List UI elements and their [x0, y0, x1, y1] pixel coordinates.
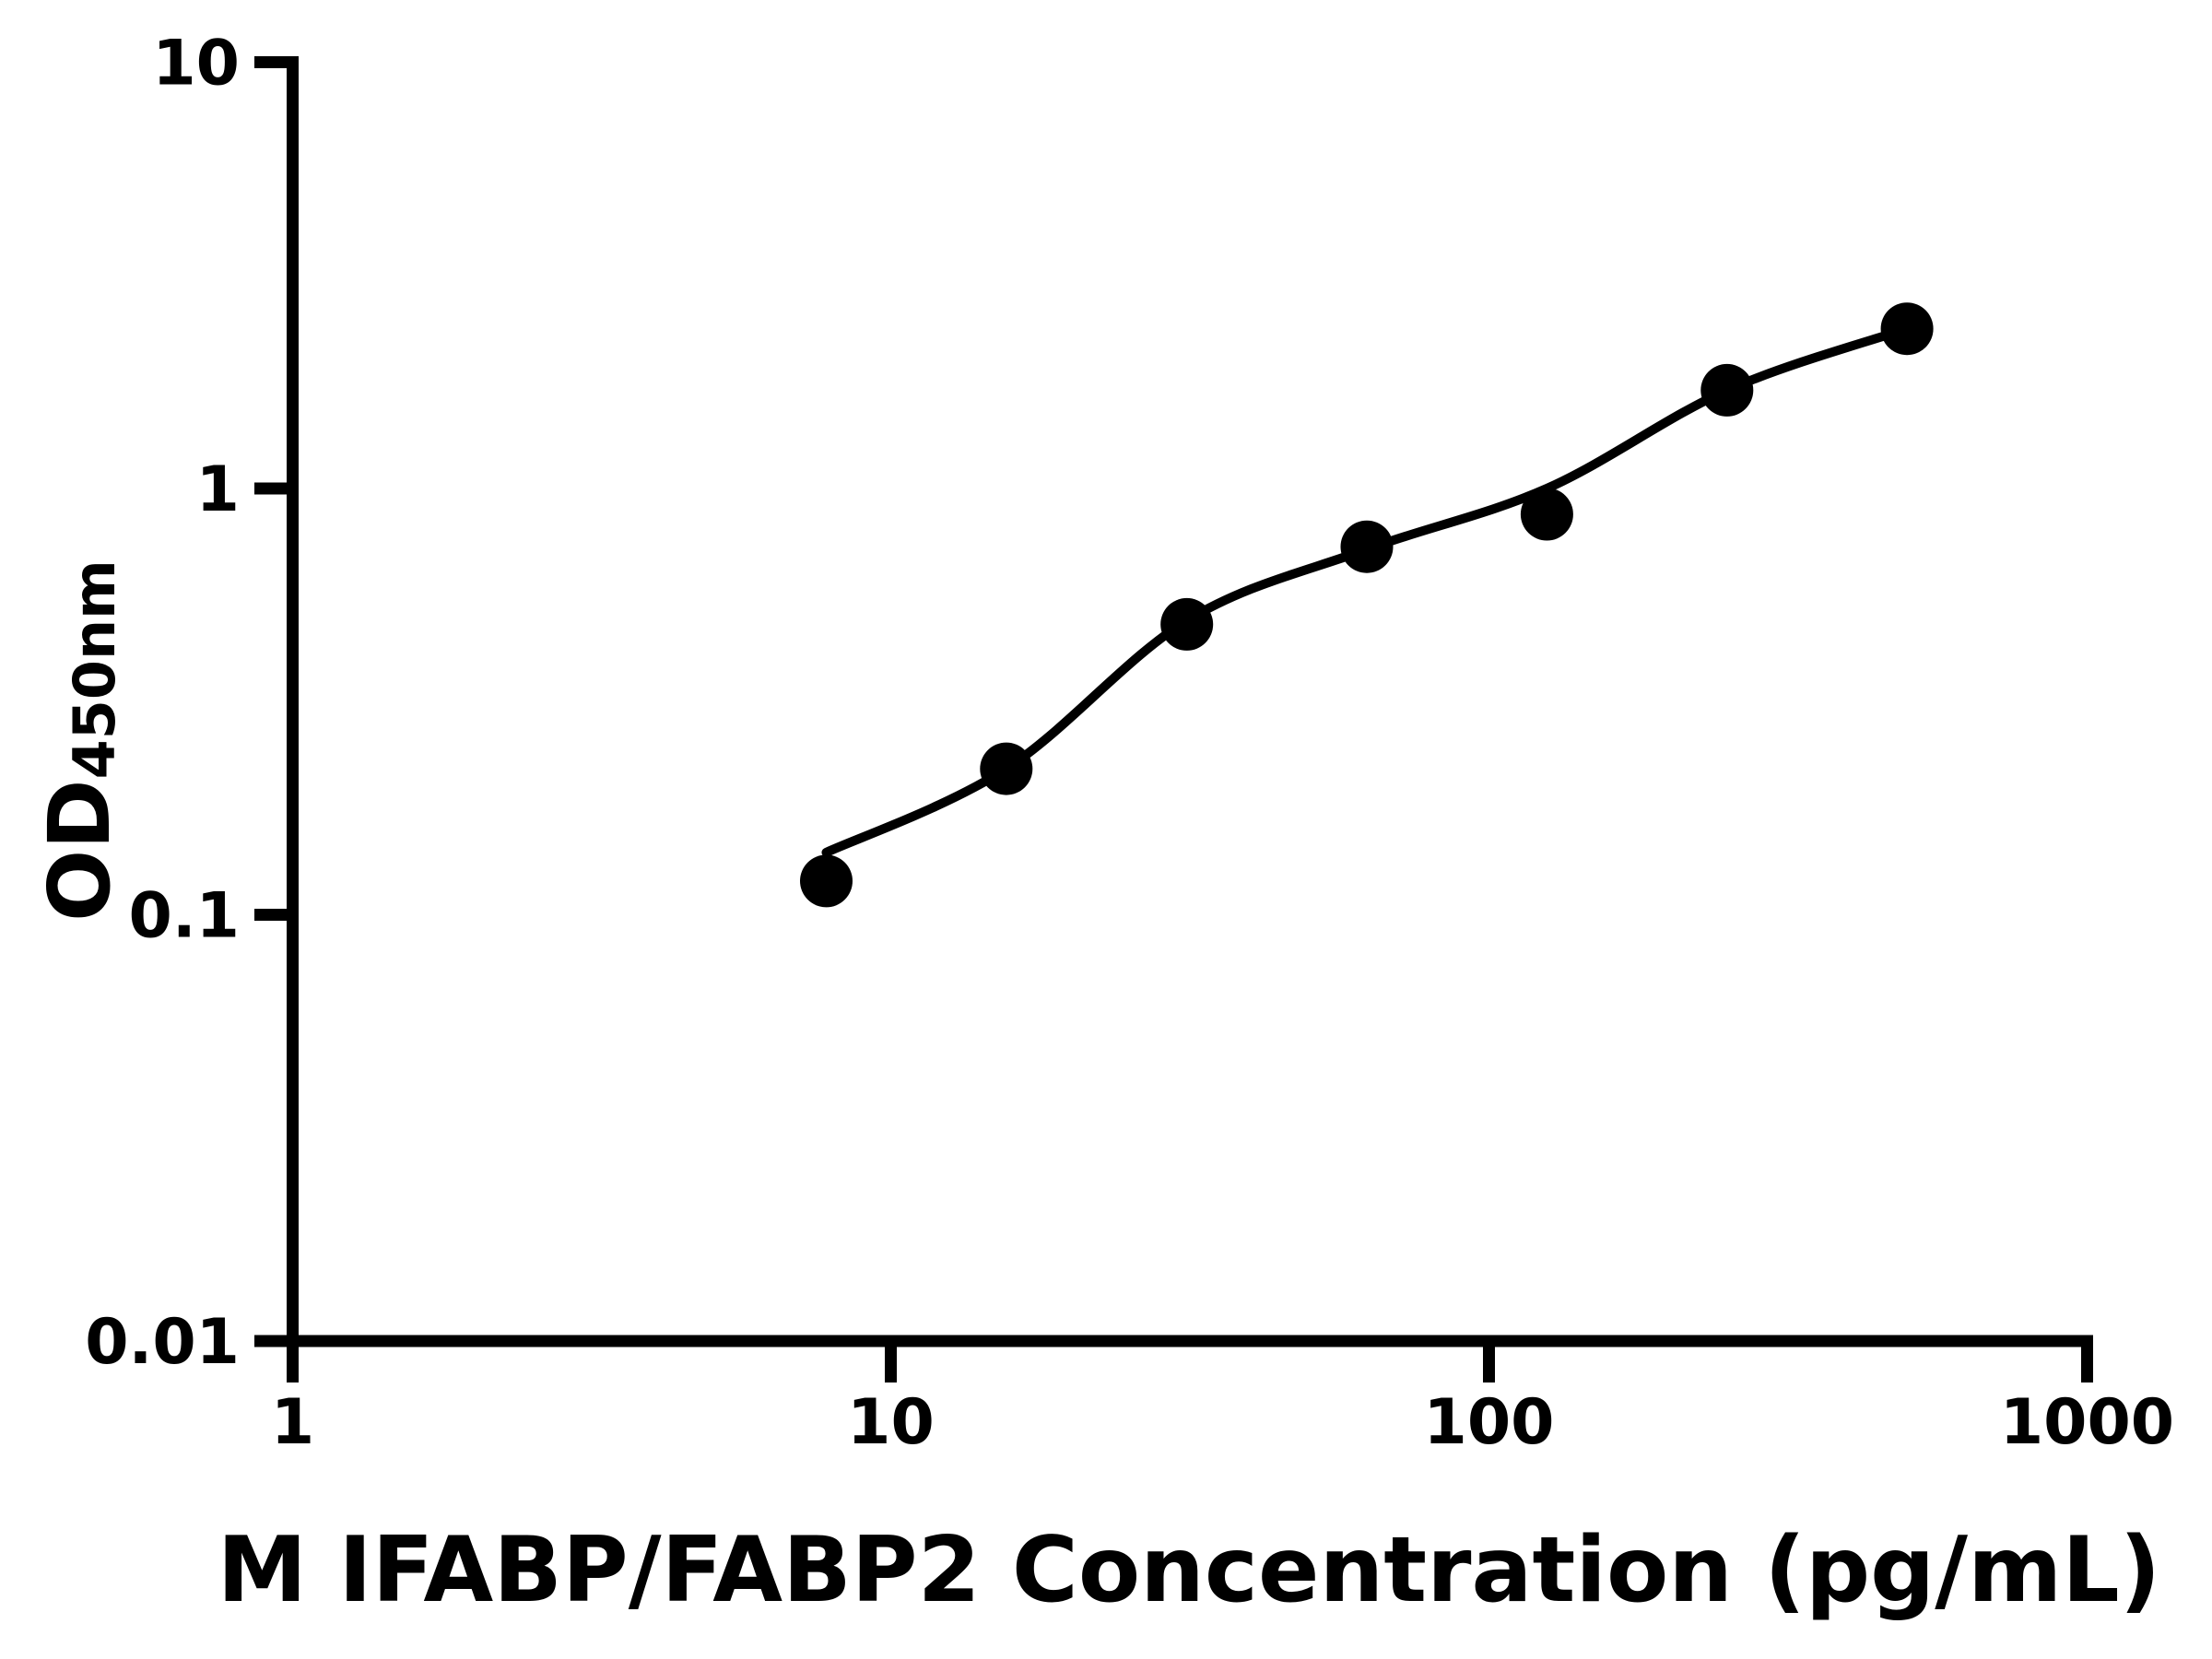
- y-tick-label: 1: [196, 453, 240, 526]
- data-point-group: [800, 302, 1934, 908]
- data-point: [1880, 302, 1934, 356]
- data-point: [1700, 363, 1754, 417]
- x-axis-title: M IFABP/FABP2 Concentration (pg/mL): [218, 1518, 2161, 1623]
- data-point: [1520, 488, 1573, 541]
- y-axis-title: OD450nm: [30, 559, 129, 922]
- y-axis-title-sub: 450nm: [61, 559, 128, 779]
- data-point: [1340, 520, 1394, 573]
- y-tick-label: 10: [152, 28, 240, 100]
- x-tick-label: 100: [1424, 1386, 1555, 1459]
- y-tick-label: 0.01: [85, 1306, 240, 1379]
- y-axis-title-main: OD: [30, 779, 129, 922]
- y-tick-label: 0.1: [129, 880, 240, 953]
- x-tick-label-group: 1 10 100 1000: [271, 1386, 2174, 1459]
- x-tick-label: 1: [271, 1386, 314, 1459]
- data-point: [1160, 597, 1214, 651]
- data-point: [800, 854, 853, 908]
- x-tick-group: [287, 1335, 2093, 1382]
- x-tick-label: 10: [847, 1386, 935, 1459]
- data-point: [980, 742, 1033, 795]
- y-tick-label-group: 10 1 0.1 0.01: [85, 28, 240, 1380]
- x-tick-label: 1000: [2000, 1386, 2174, 1459]
